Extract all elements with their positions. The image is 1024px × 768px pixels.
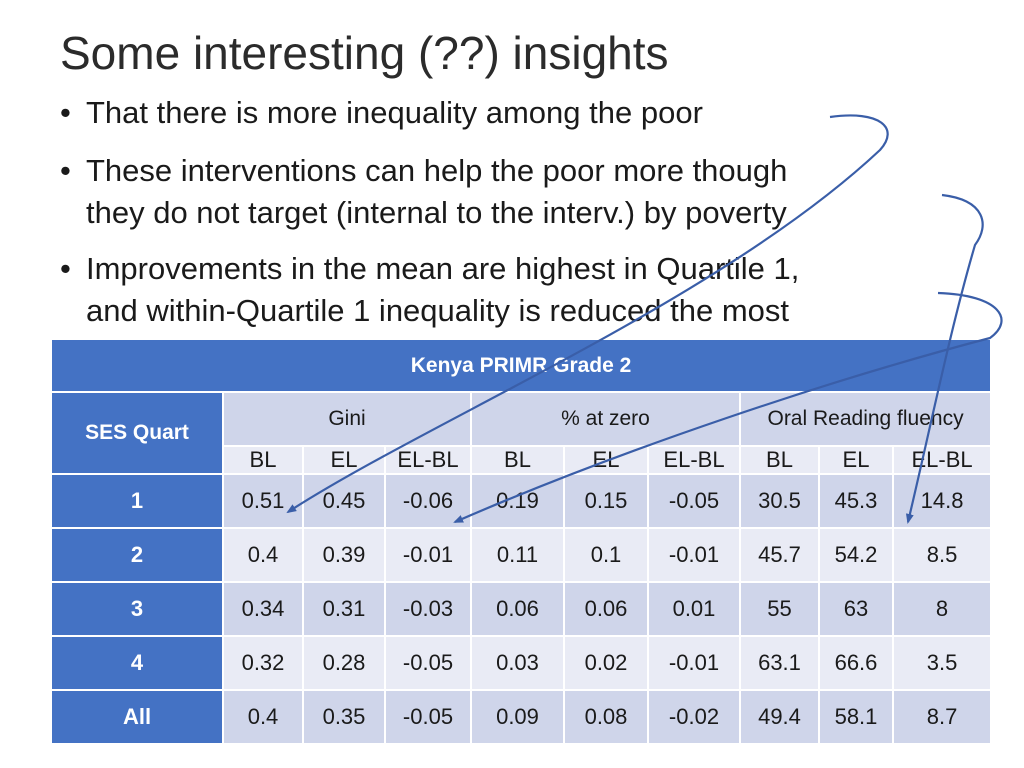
bullet-3-line-2: and within-Quartile 1 inequality is redu… bbox=[86, 293, 790, 328]
table-cell: -0.01 bbox=[647, 527, 741, 583]
table-cell: 0.31 bbox=[302, 581, 386, 637]
table-row: 2 0.4 0.39 -0.01 0.11 0.1 -0.01 45.7 54.2 8.5 bbox=[50, 527, 993, 583]
table-cell: -0.05 bbox=[384, 635, 472, 691]
table-cell: 0.4 bbox=[222, 527, 304, 583]
table-cell: 0.34 bbox=[222, 581, 304, 637]
table-cell: -0.06 bbox=[384, 473, 472, 529]
table-cell: 0.39 bbox=[302, 527, 386, 583]
group-header-at-zero: % at zero bbox=[470, 391, 741, 447]
results-table: Kenya PRIMR Grade 2 SES Quart Gini % at … bbox=[49, 338, 993, 745]
table-cell: 0.51 bbox=[222, 473, 304, 529]
table-cell: 0.15 bbox=[563, 473, 649, 529]
bullet-2-line-2: they do not target (internal to the inte… bbox=[86, 195, 787, 230]
subheader: EL bbox=[563, 445, 649, 475]
subheader: EL-BL bbox=[891, 445, 993, 475]
row-label: 4 bbox=[50, 635, 224, 691]
table-cell: 30.5 bbox=[739, 473, 820, 529]
slide-title: Some interesting (??) insights bbox=[60, 27, 669, 79]
subheader: EL bbox=[818, 445, 894, 475]
table-row: 3 0.34 0.31 -0.03 0.06 0.06 0.01 55 63 8 bbox=[50, 581, 993, 637]
table-body: 1 0.51 0.45 -0.06 0.19 0.15 -0.05 30.5 45.3 14.8 2… bbox=[50, 473, 993, 745]
row-label: 2 bbox=[50, 527, 224, 583]
table-cell: 8.7 bbox=[891, 689, 993, 745]
table-cell: 0.09 bbox=[470, 689, 565, 745]
table-cell: 45.7 bbox=[739, 527, 820, 583]
row-header: SES Quart bbox=[50, 391, 224, 475]
row-label: 3 bbox=[50, 581, 224, 637]
bullet-3: Improvements in the mean are highest in … bbox=[60, 248, 960, 332]
table-title: Kenya PRIMR Grade 2 bbox=[49, 338, 993, 393]
table-cell: 58.1 bbox=[818, 689, 894, 745]
bullet-2-line-1: These interventions can help the poor mo… bbox=[86, 153, 788, 188]
table-cell: 49.4 bbox=[739, 689, 820, 745]
table-cell: 0.1 bbox=[563, 527, 649, 583]
table-cell: 8 bbox=[891, 581, 993, 637]
table-cell: 0.28 bbox=[302, 635, 386, 691]
table-cell: 0.02 bbox=[563, 635, 649, 691]
subheader: EL bbox=[302, 445, 386, 475]
group-header-orf: Oral Reading fluency bbox=[738, 391, 993, 447]
table-cell: 54.2 bbox=[818, 527, 894, 583]
bullet-1-line-1: That there is more inequality among the … bbox=[86, 95, 703, 130]
table-cell: 0.19 bbox=[470, 473, 565, 529]
row-label: 1 bbox=[50, 473, 224, 529]
table-cell: 0.03 bbox=[470, 635, 565, 691]
table-cell: -0.05 bbox=[647, 473, 741, 529]
table-cell: 55 bbox=[739, 581, 820, 637]
table-cell: -0.05 bbox=[384, 689, 472, 745]
row-label: All bbox=[50, 689, 224, 745]
table-cell: 3.5 bbox=[891, 635, 993, 691]
subheader: EL-BL bbox=[384, 445, 472, 475]
table-cell: -0.01 bbox=[384, 527, 472, 583]
table-cell: 63 bbox=[818, 581, 894, 637]
subheader: BL bbox=[739, 445, 820, 475]
subheader: BL bbox=[222, 445, 304, 475]
table-cell: 8.5 bbox=[891, 527, 993, 583]
bullet-1: That there is more inequality among the … bbox=[60, 92, 960, 134]
table-cell: -0.03 bbox=[384, 581, 472, 637]
table-row: 4 0.32 0.28 -0.05 0.03 0.02 -0.01 63.1 66.6 3.5 bbox=[50, 635, 993, 691]
table-cell: 0.4 bbox=[222, 689, 304, 745]
bullet-3-line-1: Improvements in the mean are highest in … bbox=[86, 251, 800, 286]
table-cell: 0.45 bbox=[302, 473, 386, 529]
bullet-list: That there is more inequality among the … bbox=[60, 92, 960, 348]
table-cell: 0.11 bbox=[470, 527, 565, 583]
table-cell: 63.1 bbox=[739, 635, 820, 691]
table-cell: 45.3 bbox=[818, 473, 894, 529]
subheader: EL-BL bbox=[647, 445, 741, 475]
table-row: All 0.4 0.35 -0.05 0.09 0.08 -0.02 49.4 58.1 8.7 bbox=[50, 689, 993, 745]
subheader: BL bbox=[470, 445, 565, 475]
table-cell: 66.6 bbox=[818, 635, 894, 691]
table-cell: 0.01 bbox=[647, 581, 741, 637]
table-cell: 0.35 bbox=[302, 689, 386, 745]
table-cell: 14.8 bbox=[891, 473, 993, 529]
table-cell: 0.06 bbox=[563, 581, 649, 637]
table-cell: 0.32 bbox=[222, 635, 304, 691]
table-row: 1 0.51 0.45 -0.06 0.19 0.15 -0.05 30.5 45.3 14.8 bbox=[50, 473, 993, 529]
table-cell: -0.01 bbox=[647, 635, 741, 691]
table-cell: 0.08 bbox=[563, 689, 649, 745]
table-cell: -0.02 bbox=[647, 689, 741, 745]
group-header-gini: Gini bbox=[222, 391, 472, 447]
bullet-2: These interventions can help the poor mo… bbox=[60, 150, 960, 234]
table-cell: 0.06 bbox=[470, 581, 565, 637]
